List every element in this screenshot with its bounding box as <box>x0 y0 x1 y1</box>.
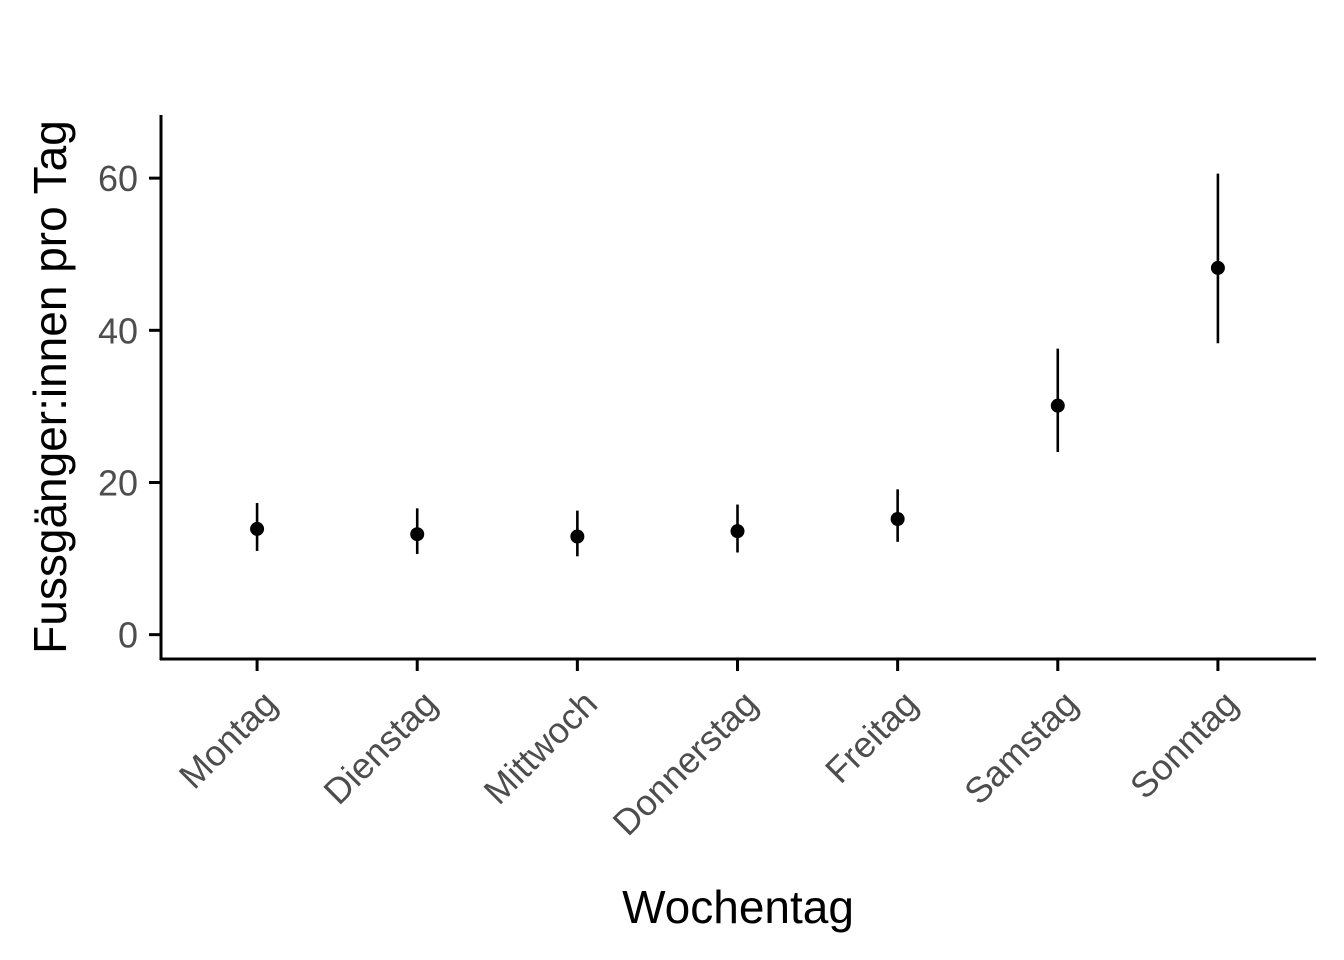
x-tick-label: Sonntag <box>1122 683 1246 807</box>
y-tick-label: 20 <box>98 462 138 503</box>
y-tick-label: 60 <box>98 158 138 199</box>
data-point <box>1050 398 1065 413</box>
y-tick-label: 0 <box>118 615 138 656</box>
data-point <box>890 512 905 527</box>
data-point <box>1210 260 1225 275</box>
data-point <box>730 524 745 539</box>
axes <box>159 115 1316 661</box>
data-point <box>250 521 265 536</box>
x-tick-label: Samstag <box>956 683 1085 812</box>
plot-marks <box>250 173 1225 557</box>
y-axis-title: Fussgänger:innen pro Tag <box>24 120 76 654</box>
data-point <box>570 529 585 544</box>
x-tick-label: Mittwoch <box>476 683 605 812</box>
y-tick-label: 40 <box>98 310 138 351</box>
y-ticks: 0 20 40 60 <box>98 158 161 656</box>
x-ticks: Montag Dienstag Mittwoch Donnerstag Freitag S… <box>171 659 1246 843</box>
x-tick-label: Freitag <box>817 683 925 791</box>
data-point <box>410 527 425 542</box>
x-tick-label: Montag <box>171 683 285 797</box>
x-tick-label: Donnerstag <box>605 683 766 844</box>
x-axis-title: Wochentag <box>622 881 854 933</box>
x-tick-label: Dienstag <box>315 683 444 812</box>
